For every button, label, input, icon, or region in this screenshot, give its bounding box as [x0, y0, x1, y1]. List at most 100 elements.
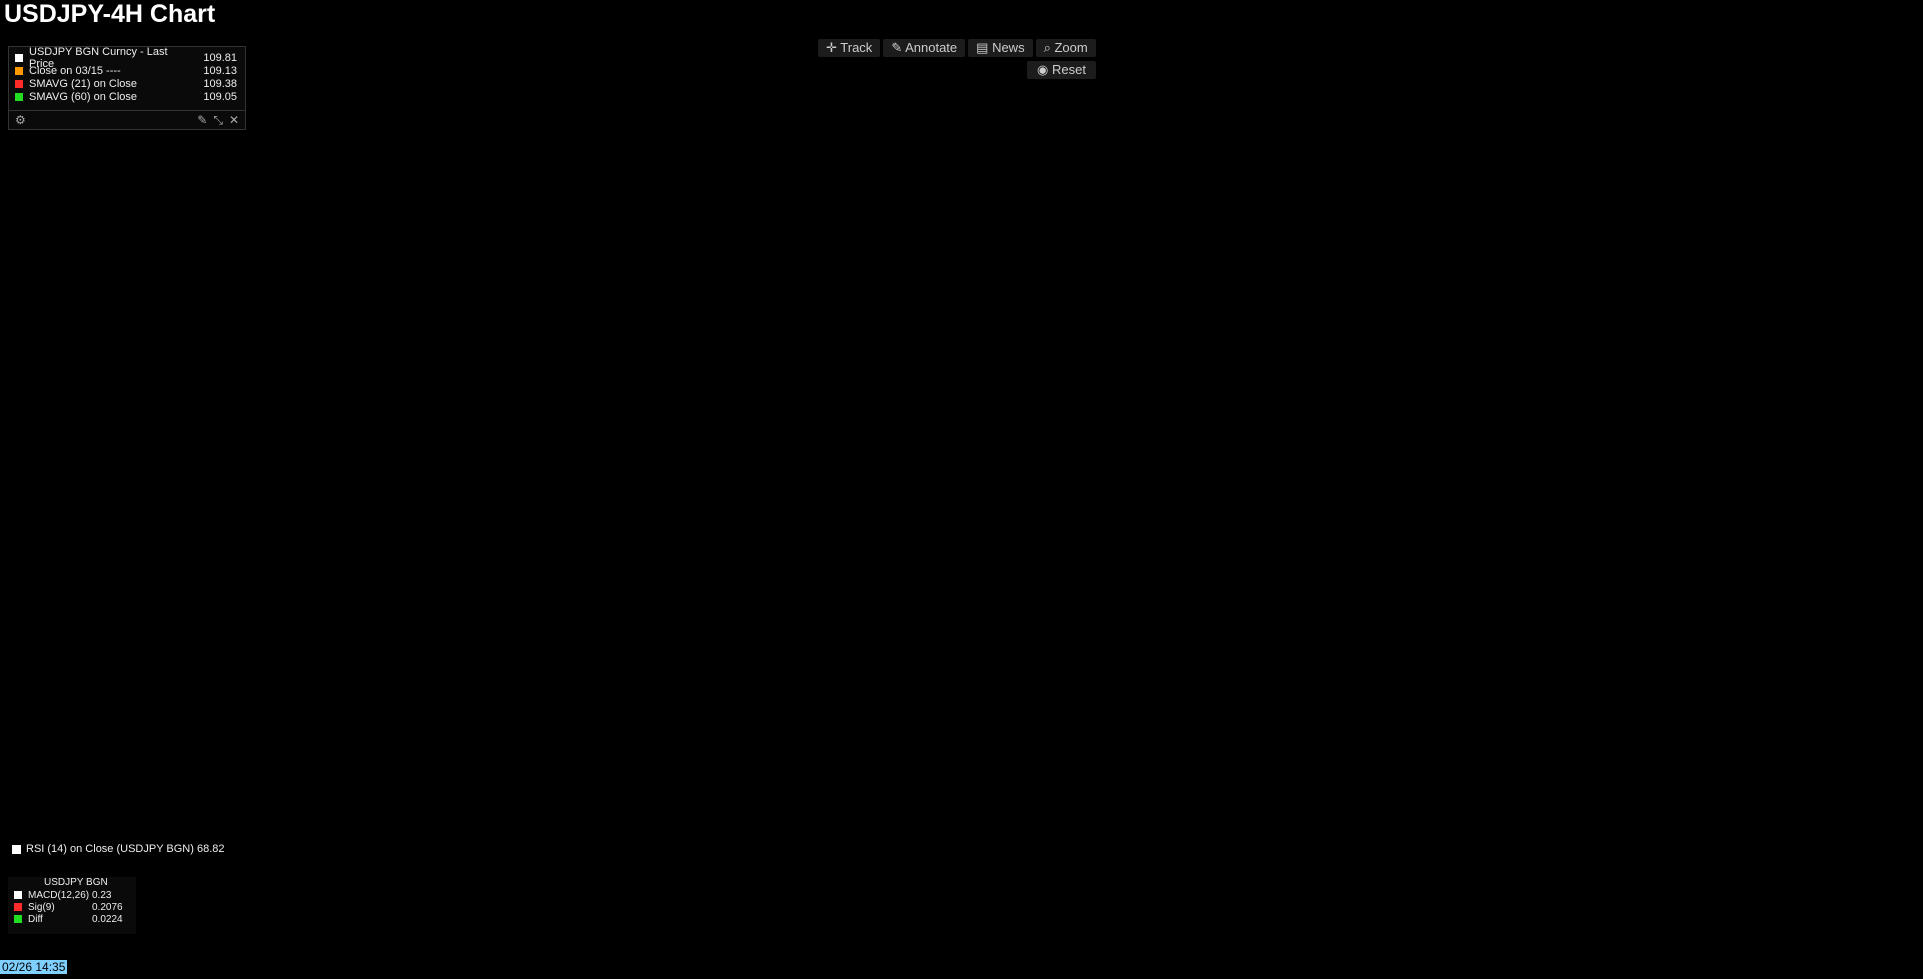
legend-row-price[interactable]: USDJPY BGN Curncy - Last Price 109.81: [9, 46, 245, 70]
pin-icon[interactable]: ✎: [197, 113, 208, 127]
macd-histogram-bar: [461, 901, 466, 908]
candle-down: [1344, 298, 1352, 314]
macd-histogram-bar: [689, 907, 694, 925]
candle-up: [1069, 229, 1077, 245]
candle-up: [1028, 243, 1036, 272]
x-tick-label: 08:00: [1346, 943, 1376, 957]
legend-label: SMAVG (21) on Close: [29, 77, 138, 90]
rsi-legend: RSI (14) on Close (USDJPY BGN) 68.82: [12, 843, 224, 855]
legend-label: Close on 03/15 ----: [29, 64, 121, 77]
zoom-button[interactable]: ⌕ Zoom: [1035, 39, 1096, 57]
consolidation-zone: [1557, 160, 1850, 185]
candle-down: [875, 201, 883, 217]
candle-down: [742, 215, 750, 231]
chart-title: USDJPY-4H Chart: [4, 0, 216, 28]
candle-down: [1283, 270, 1291, 286]
macd-histogram-bar: [404, 901, 409, 908]
macd-histogram-bar: [975, 905, 980, 908]
candle-down: [170, 519, 178, 535]
candle-up: [1130, 243, 1138, 258]
macd-signal-line: [5, 881, 1579, 911]
legend-row-sma60[interactable]: SMAVG (60) on Close 109.05: [9, 90, 245, 103]
macd-histogram-bar: [1061, 907, 1066, 914]
x-tick-label: 08:00: [685, 943, 715, 957]
candle-up: [1252, 270, 1261, 274]
candle-up: [722, 215, 730, 258]
axis-tag: [1867, 170, 1915, 185]
legend-swatch: [14, 891, 22, 899]
timestamp: 02/26 14:35: [0, 960, 68, 974]
close-icon[interactable]: ✕: [228, 113, 239, 127]
collapse-icon[interactable]: ⤡: [213, 112, 223, 127]
candle-up: [1508, 132, 1516, 135]
news-button[interactable]: ▤ News: [968, 39, 1033, 57]
macd-histogram-bar: [575, 907, 580, 916]
candle-up: [916, 229, 924, 232]
candle-up: [1314, 284, 1322, 288]
candle-down: [38, 561, 46, 577]
candle-up: [1099, 243, 1107, 286]
candle-down: [579, 256, 587, 272]
candle-down: [640, 270, 648, 286]
macd-tick-label: 0: [1876, 901, 1883, 915]
candle-down: [977, 201, 985, 217]
x-tick-label: 08:00: [1126, 943, 1156, 957]
candle-up: [956, 201, 965, 231]
candle-down: [99, 547, 107, 563]
candle-up: [1334, 298, 1342, 301]
candle-up: [650, 270, 658, 286]
macd-last-label: 0.23: [1871, 888, 1895, 902]
candle-up: [599, 284, 607, 300]
legend-label: Diff: [28, 913, 43, 925]
candle-up: [1436, 201, 1444, 205]
candle-down: [1150, 243, 1158, 272]
candle-up: [1406, 243, 1414, 258]
candle-up: [1426, 201, 1434, 217]
track-button[interactable]: ✛ Track: [818, 39, 881, 57]
x-tick-label: 08:00: [759, 943, 789, 957]
candle-up: [773, 215, 781, 231]
candle-up: [1559, 132, 1567, 135]
legend-value: 109.05: [203, 90, 237, 103]
x-tick-label: 08:00: [538, 943, 568, 957]
candle-up: [446, 229, 454, 258]
level-tag-label: 108.37: [1871, 310, 1908, 324]
candle-up: [1171, 256, 1179, 286]
candle-down: [1293, 284, 1301, 300]
annotate-label: Annotate: [905, 40, 958, 55]
candle-up: [303, 381, 311, 411]
level-tag-label: 109.24: [1871, 190, 1908, 204]
macd-histogram-bar: [261, 892, 266, 908]
legend-row-sma21[interactable]: SMAVG (21) on Close 109.38: [9, 77, 245, 90]
x-tick-label: 08:00: [171, 943, 201, 957]
candle-down: [140, 519, 148, 535]
candle-up: [854, 201, 862, 217]
x-tick-label: 08:00: [1493, 943, 1523, 957]
y-tick-label: 106.00: [1876, 638, 1913, 652]
gear-icon[interactable]: ⚙: [15, 113, 26, 127]
x-tick-label: 08:00: [391, 943, 421, 957]
reset-button[interactable]: ◉ Reset: [1027, 61, 1096, 79]
candle-up: [1569, 118, 1577, 134]
candle-up: [272, 464, 281, 480]
rsi-pane-frame: [3, 733, 1867, 869]
candle-up: [1212, 256, 1220, 260]
legend-row-close[interactable]: Close on 03/15 ---- 109.13: [9, 64, 245, 77]
candle-up: [334, 339, 342, 383]
candle-up: [507, 256, 515, 272]
track-label: Track: [840, 40, 873, 55]
macd-last-tag: [1866, 887, 1916, 903]
candle-down: [477, 201, 485, 217]
annotate-button[interactable]: ✎ Annotate: [883, 39, 966, 57]
candle-down: [1538, 132, 1546, 148]
candle-up: [436, 256, 444, 272]
candle-up: [701, 270, 709, 300]
candle-up: [1140, 243, 1148, 246]
x-date-label: 29 Mar 2021: [1550, 959, 1618, 973]
candle-up: [538, 284, 546, 288]
candle-up: [1038, 229, 1046, 245]
candle-down: [589, 270, 597, 300]
legend-label: SMAVG (60) on Close: [29, 90, 138, 103]
macd-legend-row-sig: Sig(9) 0.2076: [8, 901, 136, 913]
